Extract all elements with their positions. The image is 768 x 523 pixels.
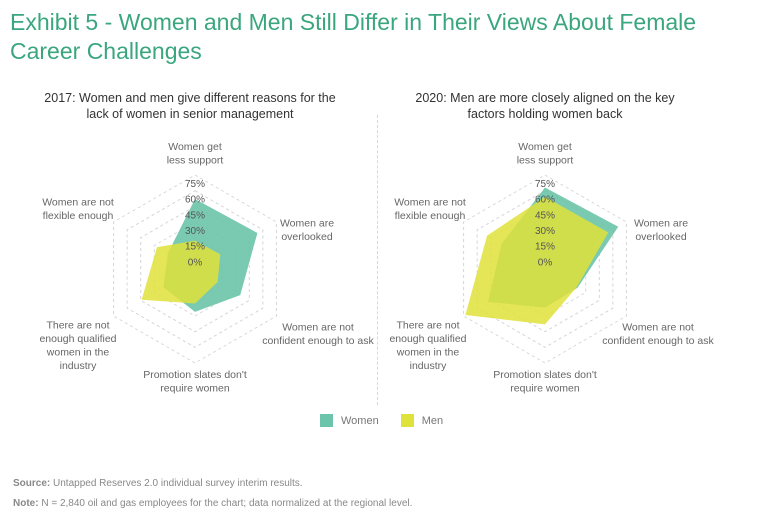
source-label: Source: xyxy=(13,478,51,489)
legend-swatch-women xyxy=(320,414,333,427)
note-text: N = 2,840 oil and gas employees for the … xyxy=(38,498,413,509)
tick-label: 30% xyxy=(535,226,555,237)
grid-ring xyxy=(113,174,277,364)
tick-label: 45% xyxy=(535,210,555,221)
axis-label: There are not enough qualified women in th… xyxy=(389,320,466,373)
note: Note: N = 2,840 oil and gas employees fo… xyxy=(13,498,412,509)
tick-label: 75% xyxy=(535,179,555,190)
legend-swatch-men xyxy=(400,414,414,427)
axis-label: There are not enough qualified women in th… xyxy=(39,320,116,373)
grid-ring xyxy=(126,190,264,348)
tick-label: 60% xyxy=(535,195,555,206)
tick-label: 60% xyxy=(185,195,205,206)
axis-label: Women are overlooked xyxy=(634,218,688,244)
axis-label: Women are not confident enough to ask xyxy=(602,322,714,348)
tick-label: 0% xyxy=(188,257,203,268)
source-text: Untapped Reserves 2.0 individual survey … xyxy=(50,478,303,489)
subtitle-2017: 2017: Women and men give different reaso… xyxy=(44,91,336,121)
legend-label-women: Women xyxy=(341,414,379,427)
tick-label: 30% xyxy=(185,226,205,237)
radar-chart-0: 0% 15% 30% 45% 60% 75% Women get less support Wo… xyxy=(39,141,374,395)
legend-item-women: Women xyxy=(320,414,379,427)
axis-label: Women are not flexible enough xyxy=(394,197,466,223)
radar-chart-1: 0% 15% 30% 45% 60% 75% Women get less support Wo… xyxy=(389,141,714,395)
tick-label: 75% xyxy=(185,179,205,190)
chart-title: Exhibit 5 - Women and Men Still Differ i… xyxy=(10,9,697,64)
subtitle-2020: 2020: Men are more closely aligned on th… xyxy=(415,91,675,121)
series-men-area xyxy=(141,240,221,304)
tick-label: 0% xyxy=(538,257,553,268)
note-label: Note: xyxy=(13,498,39,509)
axis-label: Women are not flexible enough xyxy=(42,197,114,223)
source-note: Source: Untapped Reserves 2.0 individual… xyxy=(13,478,303,489)
legend: Women Men xyxy=(320,414,465,427)
legend-item-men: Men xyxy=(400,414,444,427)
axis-label: Women get less support xyxy=(167,141,224,167)
legend-label-men: Men xyxy=(421,414,444,427)
axis-label: Promotion slates don't require women xyxy=(493,369,597,395)
grid-ring xyxy=(153,221,237,317)
tick-label: 15% xyxy=(535,242,555,253)
tick-label: 15% xyxy=(185,242,205,253)
axis-label: Women are not confident enough to ask xyxy=(262,322,374,348)
grid-ring xyxy=(463,174,627,364)
tick-label: 45% xyxy=(185,210,205,221)
divider xyxy=(377,115,378,405)
axis-label: Women get less support xyxy=(517,141,574,167)
axis-label: Women are overlooked xyxy=(280,218,334,244)
series-men-area xyxy=(465,196,609,325)
axis-label: Promotion slates don't require women xyxy=(143,369,247,395)
